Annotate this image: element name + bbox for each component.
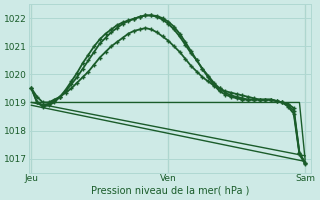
X-axis label: Pression niveau de la mer( hPa ): Pression niveau de la mer( hPa ) — [91, 186, 249, 196]
